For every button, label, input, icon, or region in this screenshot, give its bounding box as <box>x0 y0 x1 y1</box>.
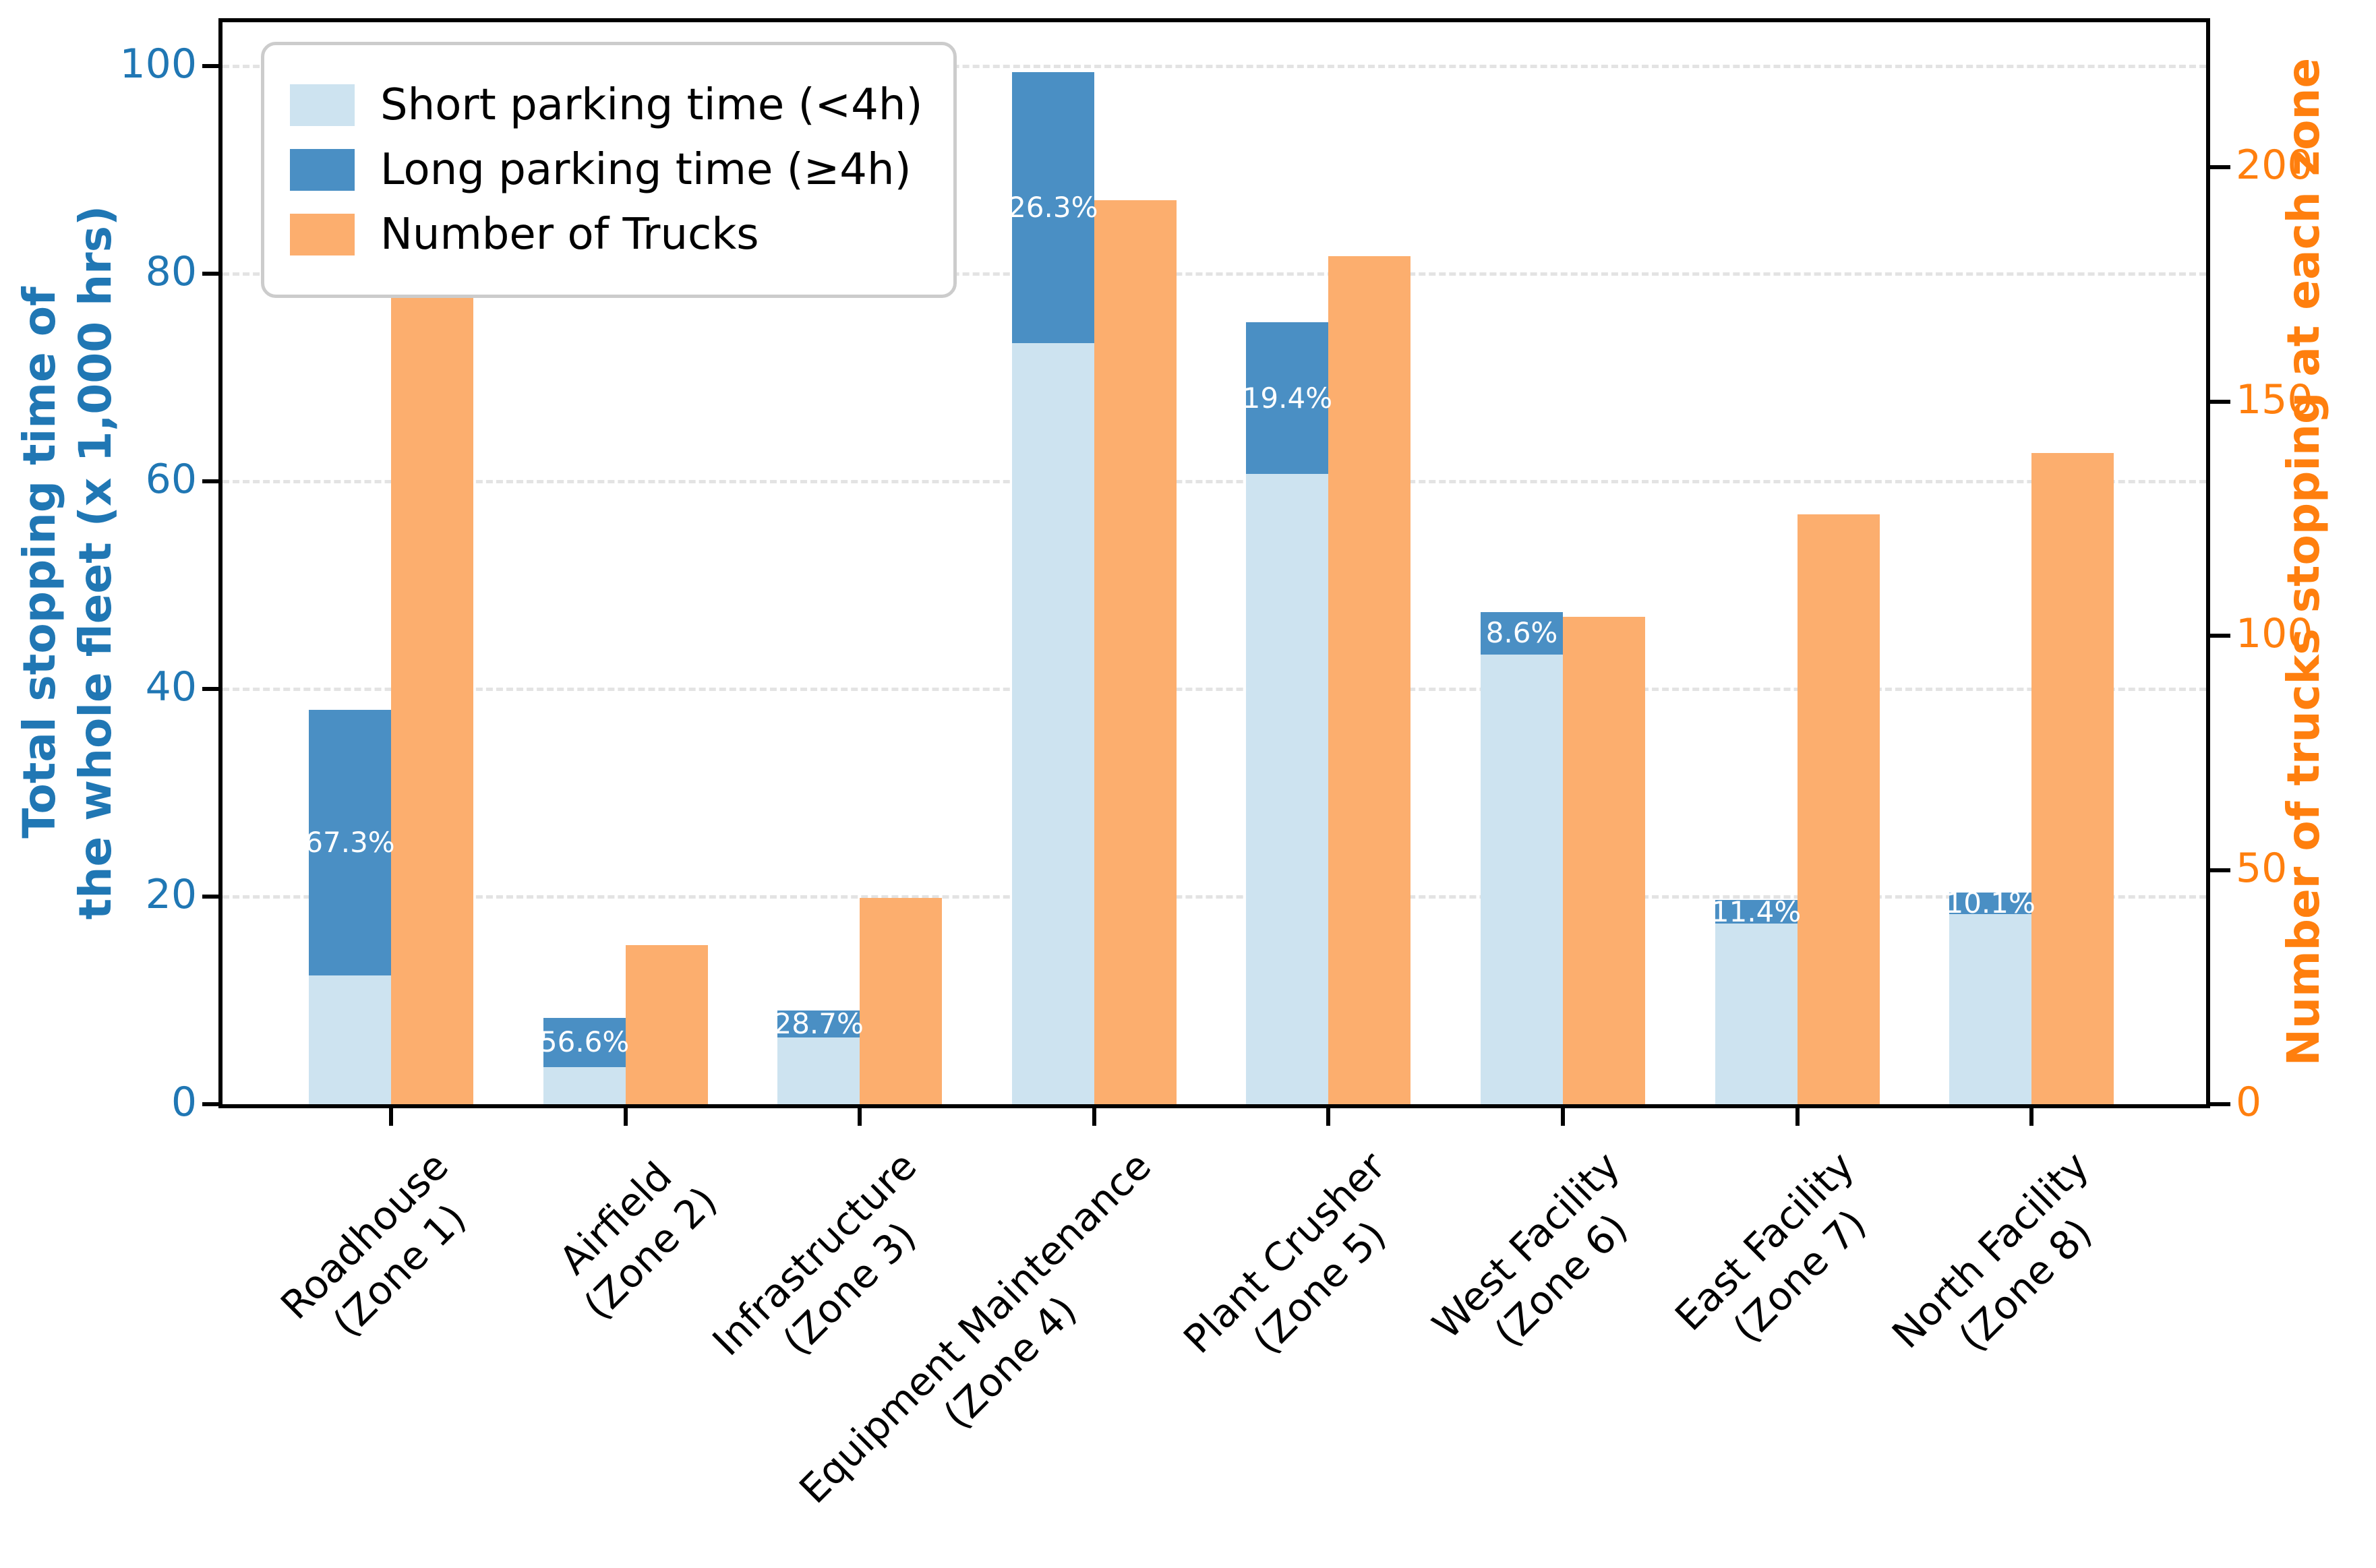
x-tick-label: East Facility (Zone 7) <box>1666 1143 1875 1352</box>
bar-trucks <box>860 898 943 1104</box>
x-tick-mark <box>1326 1108 1331 1126</box>
bar-long-parking <box>777 1011 860 1038</box>
bar-short-parking <box>1481 655 1563 1104</box>
bar-short-parking <box>1246 474 1329 1104</box>
bar-trucks <box>1328 256 1411 1104</box>
y-tick-label-right: 200 <box>2236 142 2313 189</box>
legend-swatch-long-parking <box>290 149 355 191</box>
legend-swatch-number-of-trucks <box>290 214 355 255</box>
legend-label-long-parking: Long parking time (≥4h) <box>380 145 912 195</box>
bar-short-parking <box>543 1066 626 1104</box>
y-tick-label-right: 100 <box>2236 610 2313 658</box>
y-tick-mark-right <box>2210 165 2230 170</box>
gridline <box>222 272 2206 276</box>
bar-trucks <box>1563 617 1645 1104</box>
y-tick-label-right: 0 <box>2236 1079 2262 1126</box>
bar-long-parking <box>1715 900 1798 924</box>
bar-long-parking <box>1481 611 1563 655</box>
y-tick-label-left: 20 <box>145 871 197 919</box>
y-tick-mark-right <box>2210 399 2230 404</box>
pct-label: 19.4% <box>1242 381 1333 415</box>
bar-trucks <box>1797 514 1880 1104</box>
x-tick-label: Airfield (Zone 2) <box>550 1153 726 1329</box>
y-tick-mark-left <box>202 1102 222 1106</box>
pct-label: 8.6% <box>1485 616 1558 650</box>
bar-short-parking <box>309 975 391 1104</box>
bar-long-parking <box>543 1018 626 1067</box>
x-tick-mark <box>2029 1108 2034 1126</box>
y-tick-mark-left <box>202 479 222 483</box>
gridline <box>222 479 2206 483</box>
bar-trucks <box>391 242 473 1104</box>
y-tick-mark-left <box>202 894 222 899</box>
x-tick-label: North Facility (Zone 8) <box>1882 1143 2100 1360</box>
y-tick-label-right: 50 <box>2236 844 2288 892</box>
legend: Short parking time (<4h) Long parking ti… <box>261 42 957 298</box>
bar-short-parking <box>1715 923 1798 1104</box>
x-tick-mark <box>858 1108 862 1126</box>
bar-long-parking <box>1949 893 2032 915</box>
pct-label: 67.3% <box>305 825 395 859</box>
y-tick-label-left: 60 <box>145 456 197 504</box>
bar-long-parking <box>1011 71 1094 343</box>
legend-swatch-short-parking <box>290 84 355 126</box>
y-tick-mark-left <box>202 271 222 276</box>
left-axis-label: Total stopping time of the whole fleet (… <box>13 205 121 920</box>
bar-trucks <box>625 944 708 1104</box>
pct-label: 10.1% <box>1945 886 2036 920</box>
legend-item-number-of-trucks: Number of Trucks <box>290 210 922 260</box>
bar-trucks <box>2031 453 2114 1104</box>
gridline <box>222 687 2206 691</box>
bar-trucks <box>1094 200 1177 1104</box>
bar-short-parking <box>777 1037 860 1104</box>
legend-label-number-of-trucks: Number of Trucks <box>380 210 759 260</box>
pct-label: 28.7% <box>773 1007 864 1041</box>
bar-short-parking <box>1949 914 2032 1104</box>
x-tick-mark <box>1561 1108 1565 1126</box>
legend-label-short-parking: Short parking time (<4h) <box>380 80 923 130</box>
x-tick-mark <box>1092 1108 1096 1126</box>
gridline <box>222 64 2206 68</box>
pct-label: 11.4% <box>1711 895 1802 928</box>
x-tick-label: West Facility (Zone 6) <box>1423 1143 1636 1356</box>
y-tick-mark-left <box>202 63 222 68</box>
pct-label: 56.6% <box>539 1025 630 1059</box>
y-tick-label-right: 150 <box>2236 375 2313 423</box>
y-tick-label-left: 0 <box>171 1079 197 1126</box>
x-tick-mark <box>389 1108 393 1126</box>
y-tick-label-left: 100 <box>119 40 197 88</box>
y-tick-mark-right <box>2210 1102 2230 1106</box>
x-tick-label: Plant Crusher (Zone 5) <box>1175 1143 1395 1363</box>
legend-item-long-parking: Long parking time (≥4h) <box>290 145 922 195</box>
plot-area <box>218 18 2210 1108</box>
legend-item-short-parking: Short parking time (<4h) <box>290 80 922 130</box>
bar-long-parking <box>309 709 391 975</box>
x-tick-label: Roadhouse (Zone 1) <box>271 1143 475 1346</box>
y-tick-label-left: 40 <box>145 663 197 711</box>
y-tick-mark-right <box>2210 634 2230 638</box>
y-tick-mark-right <box>2210 868 2230 872</box>
gridline <box>222 895 2206 899</box>
x-tick-mark <box>623 1108 628 1126</box>
x-tick-mark <box>1795 1108 1800 1126</box>
bar-long-parking <box>1246 322 1329 475</box>
pct-label: 26.3% <box>1008 190 1098 224</box>
bar-short-parking <box>1011 342 1094 1104</box>
y-tick-mark-left <box>202 686 222 691</box>
y-tick-label-left: 80 <box>145 247 197 295</box>
